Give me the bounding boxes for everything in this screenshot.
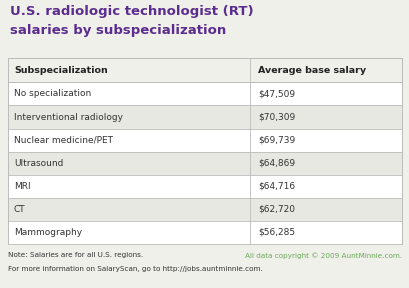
FancyBboxPatch shape bbox=[8, 128, 401, 152]
FancyBboxPatch shape bbox=[8, 105, 401, 128]
FancyBboxPatch shape bbox=[8, 221, 401, 244]
Text: Mammography: Mammography bbox=[14, 228, 82, 237]
Text: No specialization: No specialization bbox=[14, 90, 91, 98]
Text: $69,739: $69,739 bbox=[258, 136, 295, 145]
Text: All data copyright © 2009 AuntMinnie.com.: All data copyright © 2009 AuntMinnie.com… bbox=[244, 252, 401, 259]
Text: Note: Salaries are for all U.S. regions.: Note: Salaries are for all U.S. regions. bbox=[8, 252, 143, 258]
Text: $64,716: $64,716 bbox=[258, 182, 295, 191]
Text: Ultrasound: Ultrasound bbox=[14, 159, 63, 168]
Text: For more information on SalaryScan, go to http://jobs.auntminnie.com.: For more information on SalaryScan, go t… bbox=[8, 266, 262, 272]
FancyBboxPatch shape bbox=[8, 152, 401, 175]
Text: Nuclear medicine/PET: Nuclear medicine/PET bbox=[14, 136, 113, 145]
Text: Interventional radiology: Interventional radiology bbox=[14, 113, 123, 122]
Text: Subspecialization: Subspecialization bbox=[14, 66, 108, 75]
FancyBboxPatch shape bbox=[8, 198, 401, 221]
FancyBboxPatch shape bbox=[8, 82, 401, 105]
Text: U.S. radiologic technologist (RT): U.S. radiologic technologist (RT) bbox=[10, 5, 253, 18]
FancyBboxPatch shape bbox=[8, 175, 401, 198]
Text: $62,720: $62,720 bbox=[258, 205, 294, 214]
Text: salaries by subspecialization: salaries by subspecialization bbox=[10, 24, 226, 37]
Text: MRI: MRI bbox=[14, 182, 31, 191]
Text: $56,285: $56,285 bbox=[258, 228, 295, 237]
Text: $64,869: $64,869 bbox=[258, 159, 295, 168]
Text: CT: CT bbox=[14, 205, 26, 214]
FancyBboxPatch shape bbox=[8, 58, 401, 82]
Text: Average base salary: Average base salary bbox=[258, 66, 366, 75]
Text: $70,309: $70,309 bbox=[258, 113, 295, 122]
Text: $47,509: $47,509 bbox=[258, 90, 295, 98]
